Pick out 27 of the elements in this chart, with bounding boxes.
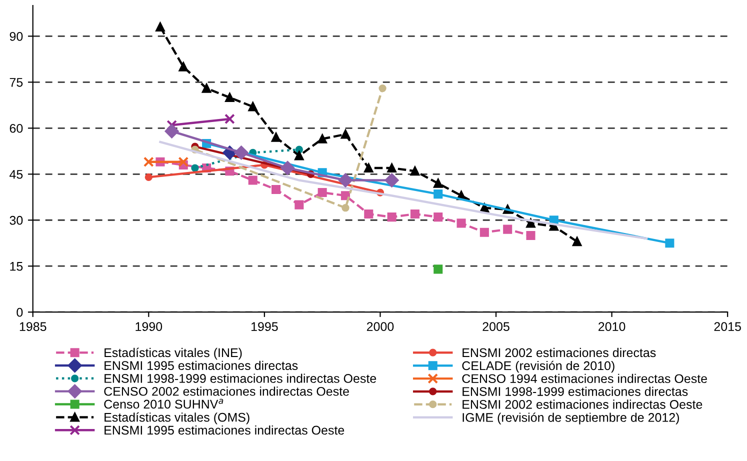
x-tick-label: 1990 (136, 322, 162, 331)
legend-label: CENSO 2002 estimaciones indirectas Oeste (104, 386, 349, 396)
legend-label: ENSMI 1998-1999 estimaciones indirectas Oeste (104, 374, 376, 383)
legend-label: Estadísticas vitales (OMS) (104, 412, 250, 424)
y-tick-label: 90 (10, 32, 23, 41)
y-tick-label: 60 (10, 124, 23, 133)
x-tick-label: 2015 (714, 322, 741, 331)
y-tick-label: 45 (10, 170, 23, 179)
x-tick-label: 1995 (251, 322, 278, 331)
y-tick-label: 75 (10, 78, 23, 87)
legend-label: ENSMI 1998-1999 estimaciones directas (462, 386, 688, 396)
y-tick-label: 15 (10, 262, 23, 271)
legend-label: ENSMI 2002 estimaciones indirectas Oeste (462, 400, 702, 409)
x-tick-label: 2010 (598, 322, 626, 331)
legend-label: Censo 2010 SUHNV$^{a}$ (104, 398, 224, 409)
legend-label: ENSMI 2002 estimaciones directas (462, 348, 656, 358)
legend-label: CELADE (revisión de 2010) (462, 360, 614, 373)
legend-label: IGME (revisión de septiembre de 2012) (462, 412, 679, 424)
x-tick-label: 1985 (20, 322, 46, 331)
legend-label: Estadísticas vitales (INE) (104, 348, 242, 360)
legend-label: ENSMI 1995 estimaciones indirectas Oeste (104, 425, 344, 435)
legend-label: CENSO 1994 estimaciones indirectas Oeste (462, 374, 707, 384)
y-tick-label: 0 (16, 308, 23, 317)
x-tick-label: 2000 (366, 322, 394, 331)
y-tick-label: 30 (10, 216, 23, 225)
legend-label: ENSMI 1995 estimaciones directas (104, 360, 298, 370)
x-tick-label: 2005 (482, 322, 510, 331)
